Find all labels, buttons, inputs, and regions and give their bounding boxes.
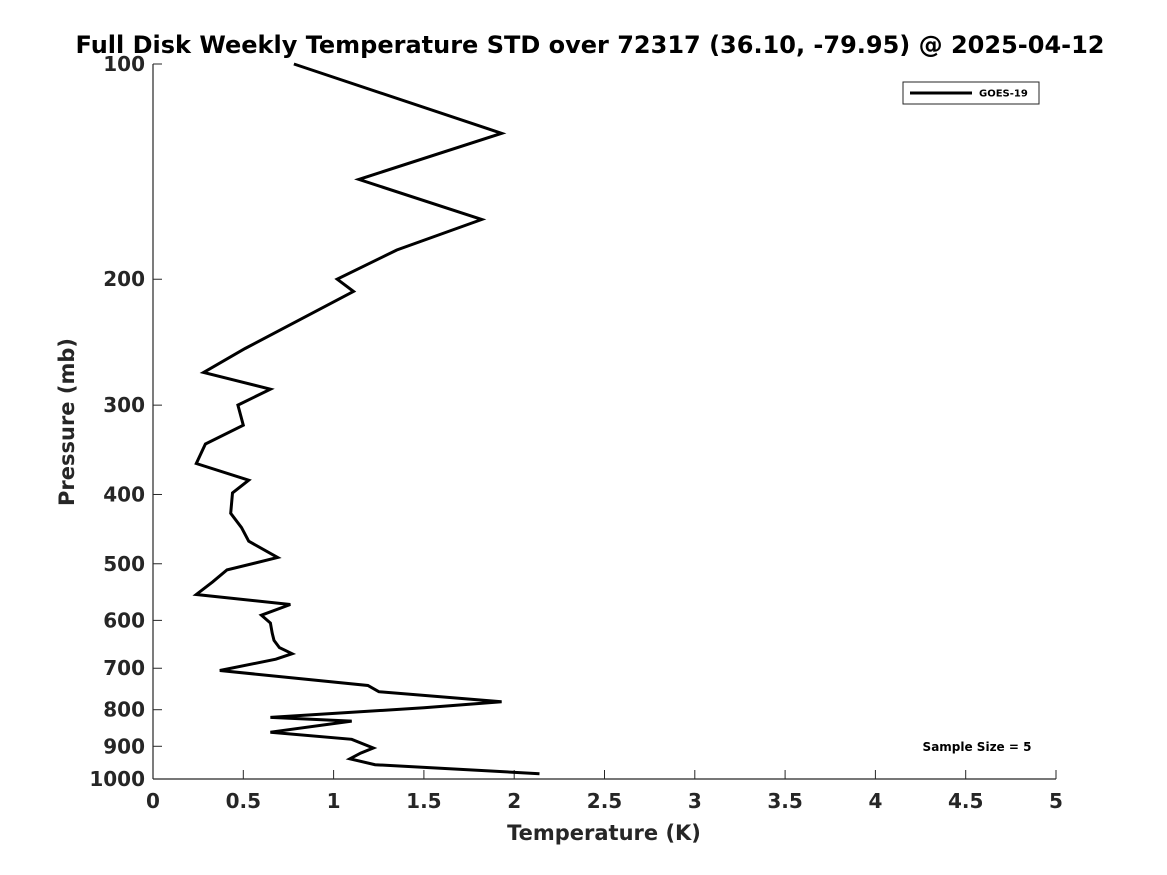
y-axis-label: Pressure (mb) <box>55 338 79 506</box>
y-tick-label: 200 <box>103 267 145 291</box>
sample-size-annotation: Sample Size = 5 <box>923 740 1032 754</box>
chart-title: Full Disk Weekly Temperature STD over 72… <box>76 31 1105 59</box>
y-tick-label: 700 <box>103 656 145 680</box>
x-tick-label: 2 <box>507 789 521 813</box>
y-tick-label: 400 <box>103 482 145 506</box>
y-tick-label: 900 <box>103 734 145 758</box>
series-line-goes-19 <box>192 62 540 776</box>
y-tick-label: 300 <box>103 393 145 417</box>
legend-entry-label: GOES-19 <box>979 89 1028 100</box>
x-tick-label: 1.5 <box>406 789 441 813</box>
x-tick-label: 1 <box>327 789 341 813</box>
y-tick-label: 600 <box>103 608 145 632</box>
y-tick-label: 1000 <box>89 767 145 791</box>
x-tick-label: 2.5 <box>587 789 622 813</box>
x-tick-label: 3.5 <box>767 789 802 813</box>
y-tick-label: 100 <box>103 52 145 76</box>
y-tick-label: 800 <box>103 698 145 722</box>
legend: GOES-19 <box>902 81 1040 105</box>
plot-axes: 0 0.5 1 1.5 2 2.5 3 3.5 4 4.5 5 100 200 300 400 500 600 7… <box>89 52 1063 813</box>
x-tick-label: 0 <box>146 789 160 813</box>
x-tick-label: 5 <box>1049 789 1063 813</box>
x-axis-label: Temperature (K) <box>507 821 701 845</box>
x-tick-label: 4.5 <box>948 789 983 813</box>
series-group <box>192 62 540 776</box>
x-tick-label: 4 <box>868 789 882 813</box>
x-tick-label: 3 <box>688 789 702 813</box>
y-tick-label: 500 <box>103 552 145 576</box>
x-tick-label: 0.5 <box>226 789 261 813</box>
